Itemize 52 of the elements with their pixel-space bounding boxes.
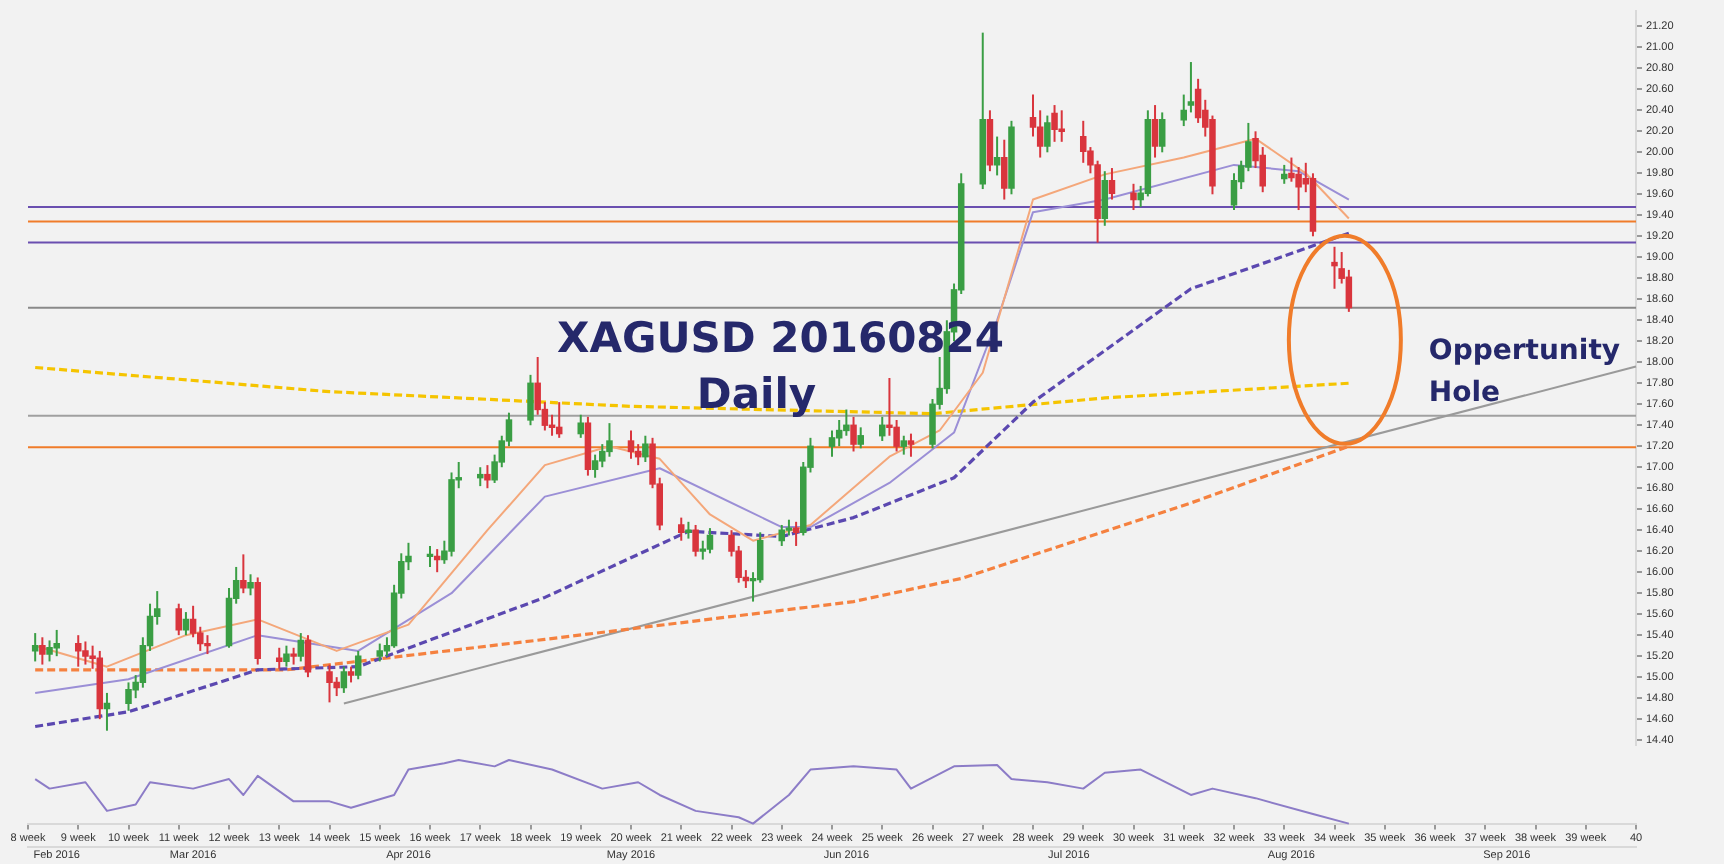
candlestick (240, 553, 247, 595)
candlestick (31, 632, 39, 663)
candlestick (778, 523, 786, 547)
candlestick (900, 434, 908, 456)
candlestick (247, 573, 254, 597)
candlestick (1108, 167, 1116, 201)
candlestick (354, 649, 362, 681)
line-series (33, 444, 1351, 672)
candlestick (677, 516, 685, 542)
candlestick (857, 426, 864, 450)
candlestick (1158, 111, 1166, 154)
candlestick (986, 109, 994, 173)
candlestick (706, 527, 714, 555)
candlestick (1280, 163, 1288, 185)
candlestick (850, 415, 857, 453)
candlestick (283, 644, 290, 668)
candlestick (39, 636, 46, 666)
candlestick (627, 429, 635, 460)
candlestick (1044, 114, 1051, 154)
candlestick (1331, 245, 1338, 290)
candlestick (82, 640, 89, 666)
annotation: Oppertunity Hole (1428, 335, 1621, 410)
candlestick (1001, 138, 1008, 201)
candlestick (74, 634, 82, 668)
candlestick (584, 415, 592, 477)
candlestick (182, 611, 190, 637)
candlestick (476, 466, 484, 488)
candlestick (53, 628, 60, 658)
candlestick (993, 135, 1001, 177)
candlestick (1058, 109, 1065, 143)
candlestick (275, 646, 283, 670)
candlestick (484, 464, 491, 490)
candlestick (527, 373, 534, 427)
candlestick (125, 681, 132, 712)
candlestick (1130, 182, 1137, 212)
candlestick (326, 663, 333, 704)
candlestick (642, 434, 649, 463)
candlestick (204, 634, 211, 656)
candlestick (878, 415, 886, 442)
line-series (33, 231, 1351, 729)
candlestick (692, 523, 699, 558)
candlestick (1151, 104, 1159, 159)
candlestick (792, 520, 800, 547)
candlestick (304, 634, 312, 679)
candlestick (577, 413, 585, 439)
candlestick (297, 632, 305, 663)
candlestick (1295, 166, 1302, 212)
candlestick (340, 665, 348, 694)
candlestick (907, 432, 915, 458)
candlestick (175, 602, 183, 637)
candlestick (1101, 170, 1109, 227)
candlestick (1051, 104, 1058, 143)
